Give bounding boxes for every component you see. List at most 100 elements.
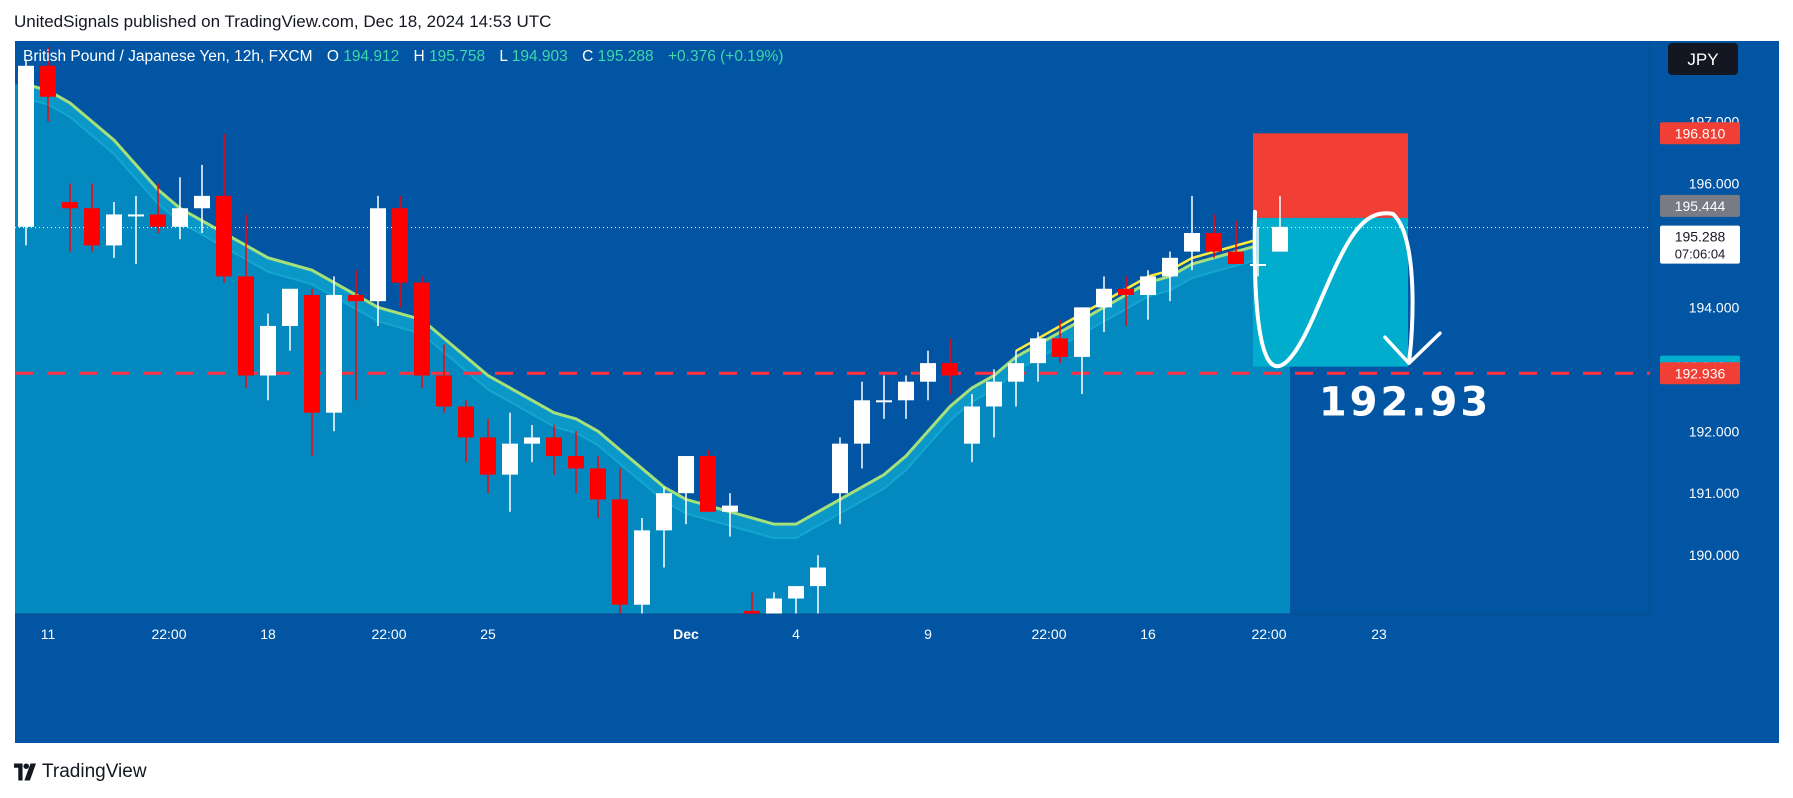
candle (832, 437, 848, 525)
candle-body (304, 294, 320, 413)
candle (392, 195, 408, 308)
candle (964, 394, 980, 463)
candle-body (1206, 233, 1222, 252)
candle-body (150, 214, 166, 227)
candle (128, 195, 144, 265)
time-tick-label: 22:00 (151, 626, 186, 642)
price-chart[interactable]: 192.93 190.000 191.000 192.000 194.000 196.0… (15, 41, 1779, 743)
candle (1162, 251, 1178, 302)
price-label-target: 192.936 (1660, 362, 1740, 385)
time-tick-label: 9 (924, 626, 932, 642)
area-layer (15, 84, 1290, 614)
symbol-legend: British Pound / Japanese Yen, 12h, FXCM … (23, 48, 783, 65)
candle (1250, 226, 1266, 277)
time-tick-label: 22:00 (1031, 626, 1066, 642)
candle-body (700, 456, 716, 512)
candle-body (84, 208, 100, 246)
tradingview-logo-icon (14, 763, 36, 781)
candle (304, 288, 320, 457)
open-value: 194.912 (343, 48, 399, 65)
candle-body (18, 65, 34, 227)
candle (854, 381, 870, 469)
price-tick-label: 191.000 (1689, 485, 1740, 501)
candle (282, 288, 298, 351)
candle (326, 276, 342, 432)
candle-body (920, 363, 936, 382)
candle (1272, 195, 1288, 252)
candle-body (194, 195, 210, 209)
currency-badge[interactable]: JPY (1668, 43, 1738, 75)
candle (1074, 307, 1090, 395)
time-tick-label: 16 (1140, 626, 1156, 642)
price-tick-label: 192.000 (1689, 423, 1740, 439)
candle-body (524, 437, 540, 444)
target-annotation: 192.93 (1319, 379, 1491, 425)
candle (590, 456, 606, 518)
candle-body (260, 325, 276, 376)
candle-body (854, 400, 870, 444)
candle (876, 375, 892, 419)
candle-body (1140, 276, 1156, 295)
candle (788, 586, 804, 618)
candle (524, 425, 540, 463)
candle (172, 177, 188, 240)
candle (986, 369, 1002, 438)
candle-body (722, 505, 738, 512)
price-label-text: 195.288 (1675, 229, 1726, 245)
candle-body (238, 276, 254, 376)
candle (84, 183, 100, 252)
candle-body (788, 586, 804, 599)
candle-body (370, 208, 386, 302)
candle (1008, 350, 1024, 407)
candle (1052, 319, 1068, 364)
candles-layer (18, 47, 1288, 642)
bar-countdown-text: 07:06:04 (1675, 247, 1726, 262)
candle-body (634, 530, 650, 605)
currency-badge-background (1668, 43, 1738, 75)
high-label: H (414, 48, 425, 65)
candle-body (326, 294, 342, 413)
candle-body (1272, 226, 1288, 252)
candle-body (106, 214, 122, 246)
candle (436, 344, 452, 413)
low-value: 194.903 (512, 48, 568, 65)
candle-body (216, 195, 232, 277)
time-tick-label: 25 (480, 626, 496, 642)
candle (1228, 220, 1244, 265)
candle (1118, 276, 1134, 326)
candle (62, 183, 78, 252)
time-tick-label: 22:00 (1251, 626, 1286, 642)
candle-body (1096, 288, 1112, 308)
candle-body (590, 468, 606, 500)
candle (634, 517, 650, 630)
candle-body (986, 381, 1002, 407)
price-label-box (1660, 225, 1740, 264)
candle-body (898, 381, 914, 401)
candle (194, 164, 210, 234)
candle-body (810, 567, 826, 587)
candle-body (612, 499, 628, 605)
candle-body (1228, 251, 1244, 265)
candle (348, 270, 364, 401)
symbol-name: British Pound / Japanese Yen, 12h, FXCM (23, 48, 313, 65)
candle (260, 313, 276, 401)
time-tick-label: 22:00 (371, 626, 406, 642)
candle-body (1008, 363, 1024, 382)
time-tick-label: 4 (792, 626, 800, 642)
candle (810, 555, 826, 624)
candle (414, 276, 430, 388)
time-tick-label: Dec (673, 626, 699, 642)
published-by-line: UnitedSignals published on TradingView.c… (14, 12, 552, 31)
chart-area[interactable]: 192.93 190.000 191.000 192.000 194.000 196.0… (15, 41, 1779, 743)
price-label-box (1660, 122, 1740, 145)
candle (150, 183, 166, 234)
candle (898, 375, 914, 419)
candle (920, 350, 936, 401)
price-label-text: 195.444 (1675, 198, 1726, 214)
candle (1096, 276, 1112, 333)
candle (370, 195, 386, 326)
candle (678, 456, 694, 525)
candle-body (766, 598, 782, 618)
symbol-ohlc-line: British Pound / Japanese Yen, 12h, FXCM … (23, 48, 783, 65)
candle-body (1118, 288, 1134, 295)
